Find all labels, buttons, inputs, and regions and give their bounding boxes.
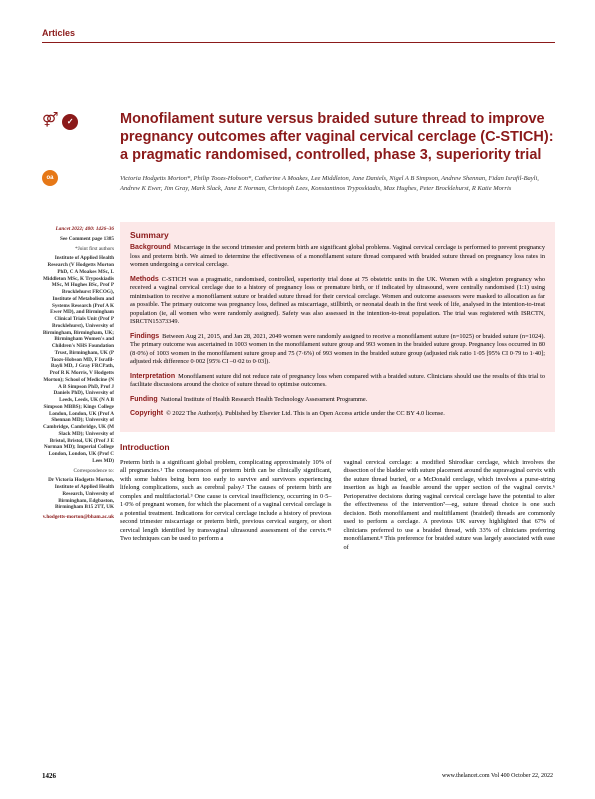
sidebar-metadata: Lancet 2022; 400: 1426–36 See Comment pa… — [42, 226, 114, 524]
summary-heading: Summary — [130, 230, 545, 241]
see-comment: See Comment page 1385 — [42, 236, 114, 243]
article-title: Monofilament suture versus braided sutur… — [120, 110, 555, 164]
introduction-heading: Introduction — [120, 442, 555, 453]
background-text: Miscarriage in the second trimester and … — [130, 244, 545, 268]
article-type-icons: ⚤ ✓ — [42, 112, 78, 130]
title-block: Monofilament suture versus braided sutur… — [120, 110, 555, 194]
findings-label: Findings — [130, 333, 159, 340]
journal-reference: Lancet 2022; 400: 1426–36 — [42, 226, 114, 233]
summary-methods: MethodsC-STICH was a pragmatic, randomis… — [130, 275, 545, 327]
interpretation-text: Monofilament suture did not reduce rate … — [130, 373, 545, 389]
correspondence-email: v.hodgetts-morton@bham.ac.uk — [42, 514, 114, 521]
correspondence-address: Dr Victoria Hodgetts Morton, Institute o… — [42, 477, 114, 511]
interpretation-label: Interpretation — [130, 373, 175, 380]
pregnancy-icon: ⚤ — [42, 113, 58, 128]
header-rule — [42, 42, 555, 43]
copyright-label: Copyright — [130, 410, 163, 417]
copyright-text: © 2022 The Author(s). Published by Elsev… — [166, 410, 445, 417]
introduction-columns: Preterm birth is a significant global pr… — [120, 459, 555, 553]
joint-first-note: *Joint first authors — [42, 246, 114, 253]
background-label: Background — [130, 244, 171, 251]
funding-text: National Institute of Health Research He… — [161, 396, 368, 403]
summary-background: BackgroundMiscarriage in the second trim… — [130, 243, 545, 270]
methods-label: Methods — [130, 276, 159, 283]
summary-funding: FundingNational Institute of Health Rese… — [130, 395, 545, 405]
open-access-icon: oa — [42, 170, 58, 186]
intro-col-right: vaginal cervical cerclage: a modified Sh… — [344, 459, 556, 553]
funding-label: Funding — [130, 396, 158, 403]
methods-text: C-STICH was a pragmatic, randomised, con… — [130, 276, 545, 326]
summary-copyright: Copyright© 2022 The Author(s). Published… — [130, 409, 545, 419]
correspondence-label: Correspondence to: — [42, 468, 114, 475]
page-number: 1426 — [42, 772, 56, 781]
summary-findings: FindingsBetween Aug 21, 2015, and Jan 28… — [130, 332, 545, 367]
main-content: Summary BackgroundMiscarriage in the sec… — [120, 222, 555, 552]
summary-interpretation: InterpretationMonofilament suture did no… — [130, 372, 545, 390]
intro-col-left: Preterm birth is a significant global pr… — [120, 459, 332, 553]
findings-text: Between Aug 21, 2015, and Jan 28, 2021, … — [130, 333, 545, 366]
crossmark-icon: ✓ — [62, 114, 78, 130]
footer-citation: www.thelancet.com Vol 400 October 22, 20… — [442, 773, 553, 781]
affiliations: Institute of Applied Health Research (V … — [42, 255, 114, 464]
author-list: Victoria Hodgetts Morton*, Philip Toozs-… — [120, 174, 555, 194]
section-label: Articles — [42, 28, 75, 40]
summary-box: Summary BackgroundMiscarriage in the sec… — [120, 222, 555, 432]
